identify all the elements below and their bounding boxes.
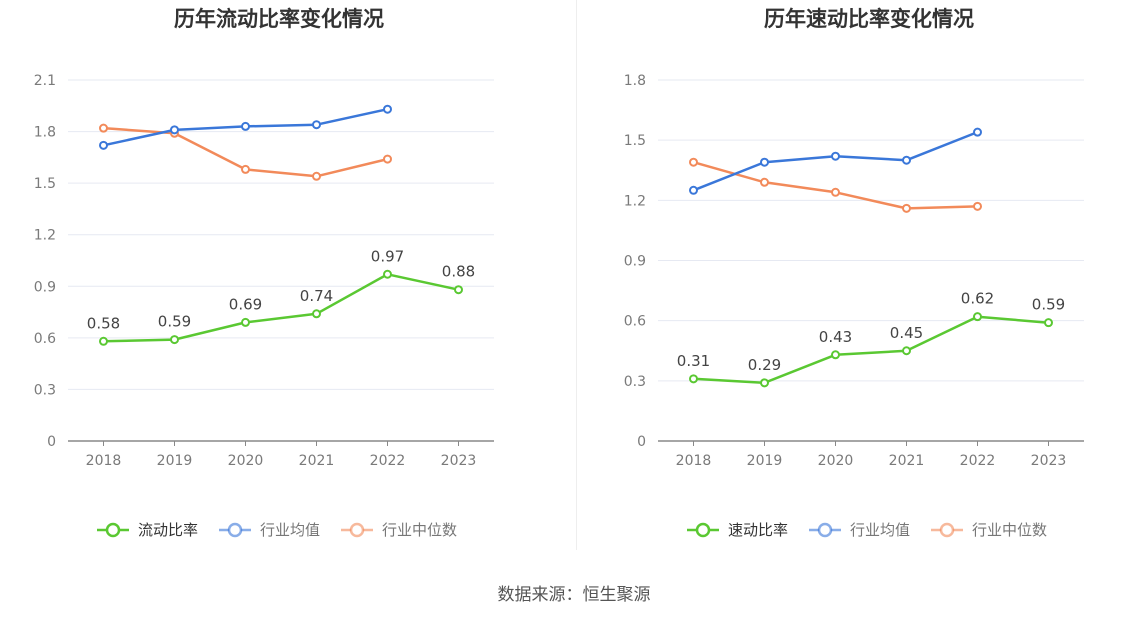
series-1-point [170,125,179,135]
series-2-point [241,164,250,174]
y-tick-label: 0.6 [624,314,646,330]
y-tick-label: 1.5 [624,133,646,149]
data-label: 0.69 [229,295,262,313]
charts-svg: 历年流动比率变化情况 0 0.3 0.6 0.9 1.2 1.5 1.8 2.1 2018 2019… [34,7,1084,539]
chart-panel-1: 历年流动比率变化情况 0 0.3 0.6 0.9 1.2 1.5 1.8 2.1 2018 2019… [34,7,494,539]
y-tick-label: 0.3 [34,382,56,398]
data-label: 0.29 [748,356,781,374]
legend-swatch-marker [817,522,833,538]
x-tick-label: 2018 [676,453,712,469]
y-tick-label: 2.1 [34,73,56,89]
series-0-point [831,350,840,360]
y-tick-label: 0.9 [624,254,646,270]
series-1-point [383,104,392,114]
x-tick-label: 2020 [818,453,854,469]
series-0-line [693,315,1049,385]
legend-item-1: 流动比率 [97,521,198,539]
chart-panel-2: 历年速动比率变化情况 0 0.3 0.6 0.9 1.2 1.5 1.8 2018 2019 202… [624,7,1084,539]
series-1-point [902,155,911,165]
x-tick-label: 2023 [1031,453,1067,469]
x-tick-label: 2020 [228,453,264,469]
series-1-point [312,120,321,130]
series-1-point [689,185,698,195]
legend-item-2: 行业均值 [809,521,910,539]
legend-label: 行业均值 [260,521,320,539]
legend-swatch-marker [695,522,711,538]
data-label: 0.43 [819,328,852,346]
x-tick-label: 2018 [86,453,122,469]
x-tick-label: 2022 [960,453,996,469]
series-1-point [760,157,769,167]
series-2-point [831,187,840,197]
legend-label: 行业均值 [850,521,910,539]
series-2-point [973,201,982,211]
y-tick-label: 1.2 [34,228,56,244]
data-label: 0.59 [1032,296,1065,314]
data-label: 0.31 [677,352,710,370]
y-tick-label: 0.9 [34,279,56,295]
series-0-point [454,285,463,295]
legend-label: 流动比率 [138,521,198,539]
legend-swatch-marker [939,522,955,538]
data-source: 数据来源：恒生聚源 [497,585,651,605]
legend-item-3: 行业中位数 [931,521,1047,539]
series-2-line [693,160,978,210]
series-2-point [312,171,321,181]
y-tick-label: 0 [637,434,646,450]
x-tick-label: 2021 [889,453,925,469]
series-1-point [99,140,108,150]
chart-title: 历年速动比率变化情况 [764,7,974,31]
y-tick-label: 1.8 [624,73,646,89]
series-0-point [99,336,108,346]
chart-title: 历年流动比率变化情况 [174,7,384,31]
y-tick-label: 1.8 [34,125,56,141]
series-0-point [689,374,698,384]
series-1-point [241,121,250,131]
data-label: 0.58 [87,314,120,332]
legend-item-3: 行业中位数 [341,521,457,539]
series-0-point [973,312,982,322]
series-2-point [760,177,769,187]
series-0-point [383,269,392,279]
series-0-point [902,346,911,356]
series-0-line [103,273,459,343]
data-label: 0.97 [371,247,404,265]
legend-item-1: 速动比率 [687,521,788,539]
x-tick-label: 2019 [747,453,783,469]
x-tick-label: 2022 [370,453,406,469]
series-1-point [973,127,982,137]
data-label: 0.88 [442,263,475,281]
legend-item-2: 行业均值 [219,521,320,539]
series-0-point [170,335,179,345]
series-0-point [760,378,769,388]
series-0-point [241,317,250,327]
legend-label: 行业中位数 [382,521,457,539]
x-tick-label: 2023 [441,453,477,469]
legend-swatch-marker [227,522,243,538]
series-1-point [831,151,840,161]
legend-label: 行业中位数 [972,521,1047,539]
x-tick-label: 2021 [299,453,335,469]
series-0-point [312,309,321,319]
series-0-point [1044,318,1053,328]
legend-label: 速动比率 [728,521,788,539]
y-tick-label: 0.3 [624,374,646,390]
y-tick-label: 0.6 [34,331,56,347]
x-tick-label: 2019 [157,453,193,469]
data-label: 0.74 [300,287,333,305]
data-label: 0.59 [158,313,191,331]
y-tick-label: 0 [47,434,56,450]
series-1-line [693,130,978,192]
series-2-point [689,157,698,167]
data-label: 0.62 [961,290,994,308]
series-2-point [902,203,911,213]
series-2-point [99,123,108,133]
legend-swatch-marker [349,522,365,538]
y-tick-label: 1.2 [624,193,646,209]
panel-divider [576,0,577,550]
y-tick-label: 1.5 [34,176,56,192]
data-label: 0.45 [890,324,923,342]
series-2-point [383,154,392,164]
legend-swatch-marker [105,522,121,538]
